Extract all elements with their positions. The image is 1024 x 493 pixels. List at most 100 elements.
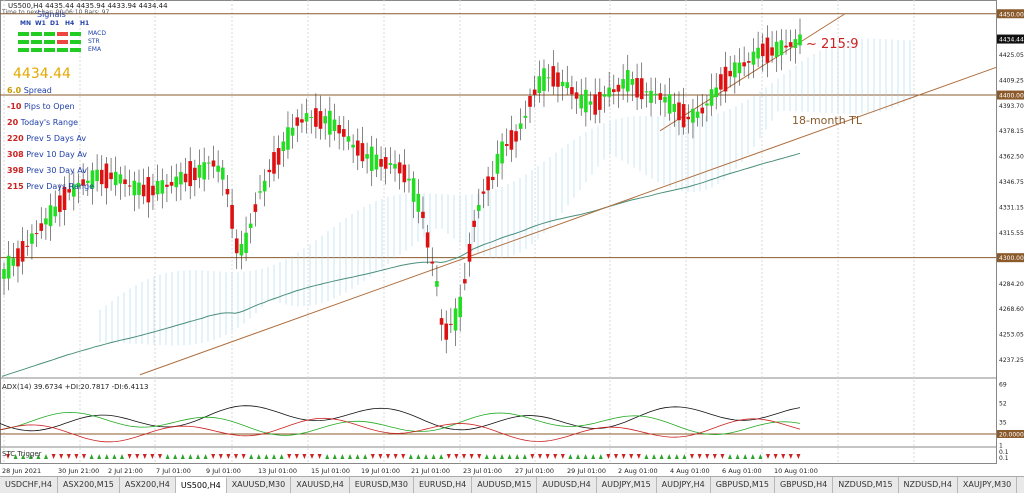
candle-body [146, 177, 151, 203]
info-label: Spread [21, 86, 52, 95]
candle [304, 98, 309, 134]
candle [481, 178, 486, 208]
tab-gbpusd-m15[interactable]: GBPUSD,M15 [711, 477, 775, 493]
signals-timeframe-mn: MN [20, 20, 31, 27]
tab-us500-h4[interactable]: US500,H4 [175, 477, 227, 493]
candle-body [616, 84, 621, 92]
candle-body [355, 140, 360, 156]
candle [672, 92, 677, 127]
ema-line [1, 152, 801, 377]
price-chart[interactable]: 4450.00 4434.44 4425.05 4409.25 4400.00 4393.… [0, 0, 1024, 476]
candle [328, 96, 332, 148]
tab-asx200-h4[interactable]: ASX200,H4 [120, 477, 176, 493]
price-tick-label: 4425.05 [999, 52, 1024, 59]
stc-up-arrow [568, 454, 573, 459]
signals-timeframe-h4: H4 [65, 20, 75, 27]
candle [272, 135, 276, 182]
tab-xaujpy-m30[interactable]: XAUJPY,M30 [958, 477, 1018, 493]
time-tick-label: 9 Jul 01:00 [206, 467, 241, 475]
candle [244, 216, 248, 262]
tab-nzdusd-m15[interactable]: NZDUSD,M15 [833, 477, 899, 493]
candle [463, 262, 467, 291]
signals-title: Signals [37, 10, 66, 19]
candle [556, 62, 560, 103]
candle [551, 50, 556, 95]
tab-asx200-m15[interactable]: ASX200,M15 [58, 477, 120, 493]
stc-down-arrow [705, 454, 710, 459]
level-price-tag: 4400.00 [999, 93, 1024, 100]
candle [639, 62, 644, 109]
candle [593, 78, 597, 124]
info-label: Prev 30 Day Av [23, 166, 88, 175]
candle [607, 71, 611, 107]
stc-up-arrow [340, 454, 345, 459]
candle [211, 145, 216, 179]
tab-audusd-h4[interactable]: AUDUSD,H4 [537, 477, 597, 493]
signal-cell [31, 32, 42, 36]
candle-body [383, 157, 388, 169]
candle [44, 207, 48, 240]
stc-up-arrow [203, 454, 208, 459]
candle-body [314, 108, 318, 127]
stc-up-arrow [120, 454, 124, 459]
candle-body [700, 107, 705, 114]
stc-down-arrow [393, 454, 398, 459]
candle [104, 156, 109, 205]
stc-down-arrow [621, 454, 626, 459]
candle-body [411, 178, 416, 202]
candle-body [723, 66, 728, 92]
candle-body [546, 77, 551, 79]
tab-audjpy-m15[interactable]: AUDJPY,M15 [597, 477, 657, 493]
candle-body [193, 167, 197, 181]
candle [532, 75, 537, 108]
tab-gbpusd-h4[interactable]: GBPUSD,H4 [775, 477, 834, 493]
candle-body [239, 243, 244, 256]
candle [25, 229, 30, 256]
candle-body [286, 127, 290, 150]
price-tick-label: 4362.50 [999, 154, 1024, 161]
info-line: 215 Prev Days Range [7, 182, 94, 191]
candle [495, 140, 500, 187]
tab-xauusd-h4[interactable]: XAUUSD,H4 [291, 477, 350, 493]
candle-body [25, 245, 30, 247]
stc-up-arrow [424, 454, 428, 459]
candle [430, 247, 435, 277]
signal-cell [57, 40, 68, 44]
candle-body [253, 204, 258, 212]
candle-body [220, 167, 225, 180]
tab-usdchf-h4[interactable]: USDCHF,H4 [0, 477, 58, 493]
tab-xauusd-m30[interactable]: XAUUSD,M30 [227, 477, 292, 493]
candle [439, 309, 444, 341]
time-tick-label: 19 Jul 01:00 [361, 467, 400, 475]
tab-eurusd-h4[interactable]: EURUSD,H4 [414, 477, 473, 493]
candle [197, 149, 202, 189]
candle-body [421, 211, 425, 219]
candle-body [342, 129, 346, 137]
stc-down-arrow [462, 454, 466, 459]
candle-body [318, 111, 323, 129]
tab-audjpy-h4[interactable]: AUDJPY,H4 [657, 477, 711, 493]
signal-cell [70, 32, 81, 36]
stc-tick-label: 0.1 [999, 449, 1009, 456]
candle [383, 147, 388, 185]
stc-up-arrow [355, 454, 360, 459]
candle-body [407, 178, 411, 181]
signal-cell [57, 48, 68, 52]
stc-up-arrow [112, 454, 117, 459]
candle [523, 100, 528, 129]
tab-nzdusd-h4[interactable]: NZDUSD,H4 [899, 477, 958, 493]
candle [691, 98, 695, 139]
stc-down-arrow [454, 454, 459, 459]
tab-eurusd-m30[interactable]: EURUSD,M30 [350, 477, 414, 493]
info-value: 215 [7, 182, 24, 191]
tab-audusd-m15[interactable]: AUDUSD,M15 [472, 477, 538, 493]
stc-up-arrow [728, 454, 732, 459]
time-tick-label: 2 Jul 21:00 [108, 467, 143, 475]
candle-body [183, 173, 188, 183]
time-tick-label: 6 Aug 01:00 [722, 467, 762, 475]
candle-body [486, 176, 490, 191]
signal-cell [57, 32, 68, 36]
candle-body [165, 184, 169, 187]
stc-up-arrow [348, 454, 352, 459]
candle [85, 166, 90, 197]
